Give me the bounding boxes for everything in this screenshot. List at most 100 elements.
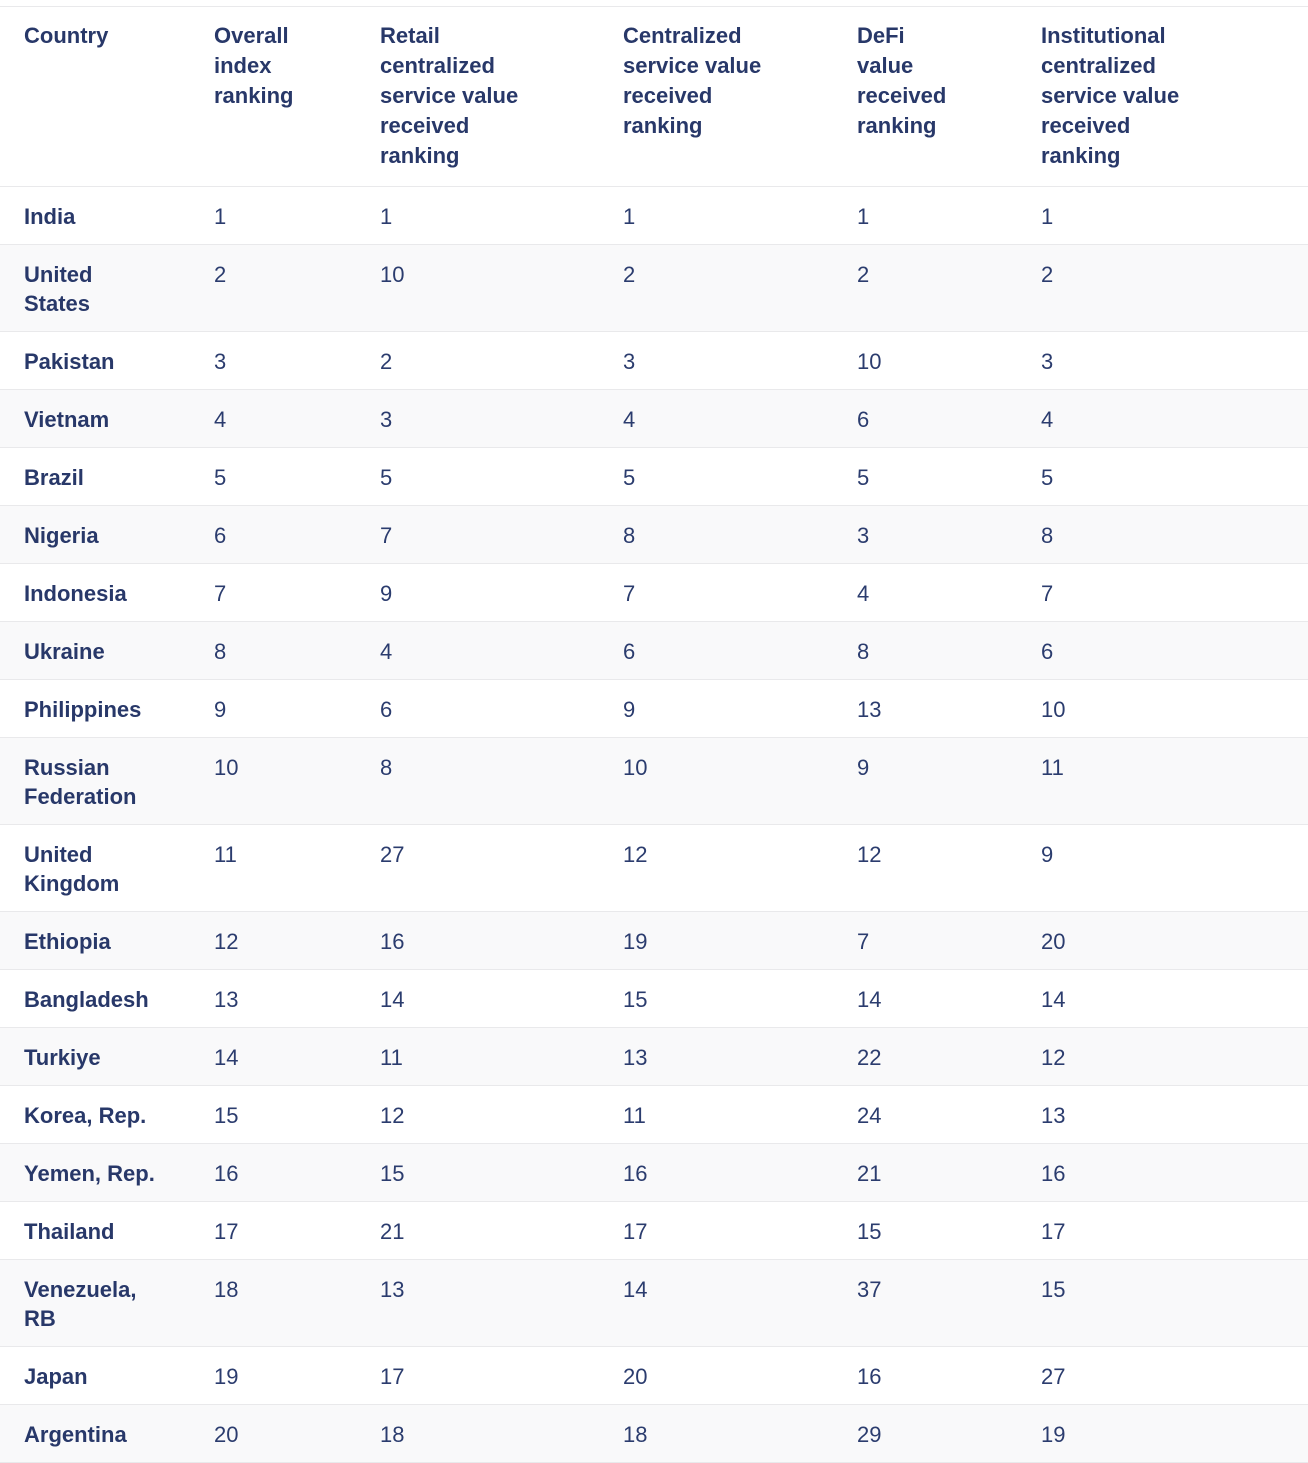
defi-ranking-cell: 14 xyxy=(857,987,882,1012)
defi-ranking-cell: 12 xyxy=(857,842,882,867)
defi-ranking-cell: 10 xyxy=(857,349,882,374)
defi-ranking-cell: 29 xyxy=(857,1422,882,1447)
centralized-ranking-cell: 12 xyxy=(623,842,648,867)
defi-ranking-cell: 1 xyxy=(857,204,870,229)
table-row: Turkiye 14 11 13 22 12 xyxy=(0,1027,1308,1086)
institutional-centralized-ranking-cell: 12 xyxy=(1041,1045,1066,1070)
centralized-ranking-cell: 13 xyxy=(623,1045,648,1070)
header-row: Country Overall index ranking Retail cen… xyxy=(0,7,1308,187)
country-cell: Bangladesh xyxy=(24,987,149,1012)
defi-ranking-cell: 22 xyxy=(857,1045,882,1070)
column-header-country: Country xyxy=(24,23,109,48)
institutional-centralized-ranking-cell: 11 xyxy=(1041,755,1064,780)
retail-centralized-ranking-cell: 9 xyxy=(380,581,393,606)
country-cell: Turkiye xyxy=(24,1045,101,1070)
centralized-ranking-cell: 6 xyxy=(623,639,636,664)
centralized-ranking-cell: 11 xyxy=(623,1103,646,1128)
retail-centralized-ranking-cell: 4 xyxy=(380,639,393,664)
overall-index-ranking-cell: 12 xyxy=(214,929,239,954)
institutional-centralized-ranking-cell: 15 xyxy=(1041,1277,1066,1302)
country-cell: Brazil xyxy=(24,465,84,490)
table-row: Ethiopia 12 16 19 7 20 xyxy=(0,911,1308,970)
defi-ranking-cell: 7 xyxy=(857,929,870,954)
country-cell: Venezuela, RB xyxy=(24,1277,137,1331)
retail-centralized-ranking-cell: 12 xyxy=(380,1103,405,1128)
country-cell: Yemen, Rep. xyxy=(24,1161,155,1186)
country-cell: Indonesia xyxy=(24,581,127,606)
institutional-centralized-ranking-cell: 5 xyxy=(1041,465,1054,490)
column-header-overall-index-ranking: Overall index ranking xyxy=(214,23,294,108)
centralized-ranking-cell: 10 xyxy=(623,755,648,780)
column-header-institutional-centralized-service-value-received-ranking: Institutional centralized service value … xyxy=(1041,23,1180,168)
country-cell: Nigeria xyxy=(24,523,99,548)
table-row: Argentina 20 18 18 29 19 xyxy=(0,1404,1308,1463)
country-cell: Korea, Rep. xyxy=(24,1103,147,1128)
overall-index-ranking-cell: 18 xyxy=(214,1277,239,1302)
table-row: United Kingdom 11 27 12 12 9 xyxy=(0,824,1308,912)
retail-centralized-ranking-cell: 16 xyxy=(380,929,405,954)
overall-index-ranking-cell: 13 xyxy=(214,987,239,1012)
centralized-ranking-cell: 1 xyxy=(623,204,636,229)
defi-ranking-cell: 24 xyxy=(857,1103,882,1128)
defi-ranking-cell: 21 xyxy=(857,1161,882,1186)
retail-centralized-ranking-cell: 11 xyxy=(380,1045,403,1070)
retail-centralized-ranking-cell: 18 xyxy=(380,1422,405,1447)
centralized-ranking-cell: 19 xyxy=(623,929,648,954)
defi-ranking-cell: 8 xyxy=(857,639,870,664)
centralized-ranking-cell: 7 xyxy=(623,581,636,606)
centralized-ranking-cell: 3 xyxy=(623,349,636,374)
centralized-ranking-cell: 8 xyxy=(623,523,636,548)
retail-centralized-ranking-cell: 15 xyxy=(380,1161,405,1186)
centralized-ranking-cell: 20 xyxy=(623,1364,648,1389)
defi-ranking-cell: 16 xyxy=(857,1364,882,1389)
retail-centralized-ranking-cell: 3 xyxy=(380,407,393,432)
institutional-centralized-ranking-cell: 9 xyxy=(1041,842,1054,867)
defi-ranking-cell: 2 xyxy=(857,262,870,287)
overall-index-ranking-cell: 3 xyxy=(214,349,227,374)
institutional-centralized-ranking-cell: 13 xyxy=(1041,1103,1066,1128)
table-row: Russian Federation 10 8 10 9 11 xyxy=(0,737,1308,825)
overall-index-ranking-cell: 8 xyxy=(214,639,227,664)
country-cell: United States xyxy=(24,262,93,316)
retail-centralized-ranking-cell: 27 xyxy=(380,842,405,867)
centralized-ranking-cell: 14 xyxy=(623,1277,648,1302)
country-cell: Ethiopia xyxy=(24,929,111,954)
overall-index-ranking-cell: 20 xyxy=(214,1422,239,1447)
overall-index-ranking-cell: 14 xyxy=(214,1045,239,1070)
centralized-ranking-cell: 16 xyxy=(623,1161,648,1186)
retail-centralized-ranking-cell: 5 xyxy=(380,465,393,490)
table-row: Pakistan 3 2 3 10 3 xyxy=(0,331,1308,390)
institutional-centralized-ranking-cell: 20 xyxy=(1041,929,1066,954)
table-row: Korea, Rep. 15 12 11 24 13 xyxy=(0,1085,1308,1144)
defi-ranking-cell: 4 xyxy=(857,581,870,606)
table-row: Yemen, Rep. 16 15 16 21 16 xyxy=(0,1143,1308,1202)
overall-index-ranking-cell: 17 xyxy=(214,1219,239,1244)
table-row: United States 2 10 2 2 2 xyxy=(0,244,1308,332)
institutional-centralized-ranking-cell: 16 xyxy=(1041,1161,1066,1186)
country-cell: Japan xyxy=(24,1364,88,1389)
country-cell: Ukraine xyxy=(24,639,105,664)
centralized-ranking-cell: 2 xyxy=(623,262,636,287)
country-cell: Argentina xyxy=(24,1422,127,1447)
overall-index-ranking-cell: 15 xyxy=(214,1103,239,1128)
country-cell: Philippines xyxy=(24,697,142,722)
institutional-centralized-ranking-cell: 14 xyxy=(1041,987,1066,1012)
country-cell: Thailand xyxy=(24,1219,115,1244)
table-row: Ukraine 8 4 6 8 6 xyxy=(0,621,1308,680)
institutional-centralized-ranking-cell: 17 xyxy=(1041,1219,1066,1244)
retail-centralized-ranking-cell: 8 xyxy=(380,755,393,780)
overall-index-ranking-cell: 11 xyxy=(214,842,237,867)
retail-centralized-ranking-cell: 10 xyxy=(380,262,405,287)
column-header-defi-value-received-ranking: DeFi value received ranking xyxy=(857,23,947,138)
retail-centralized-ranking-cell: 13 xyxy=(380,1277,405,1302)
table-row: Venezuela, RB 18 13 14 37 15 xyxy=(0,1259,1308,1347)
institutional-centralized-ranking-cell: 19 xyxy=(1041,1422,1066,1447)
overall-index-ranking-cell: 10 xyxy=(214,755,239,780)
retail-centralized-ranking-cell: 2 xyxy=(380,349,393,374)
country-cell: Pakistan xyxy=(24,349,115,374)
overall-index-ranking-cell: 6 xyxy=(214,523,227,548)
institutional-centralized-ranking-cell: 3 xyxy=(1041,349,1054,374)
overall-index-ranking-cell: 7 xyxy=(214,581,227,606)
table-row: Brazil 5 5 5 5 5 xyxy=(0,447,1308,506)
centralized-ranking-cell: 15 xyxy=(623,987,648,1012)
